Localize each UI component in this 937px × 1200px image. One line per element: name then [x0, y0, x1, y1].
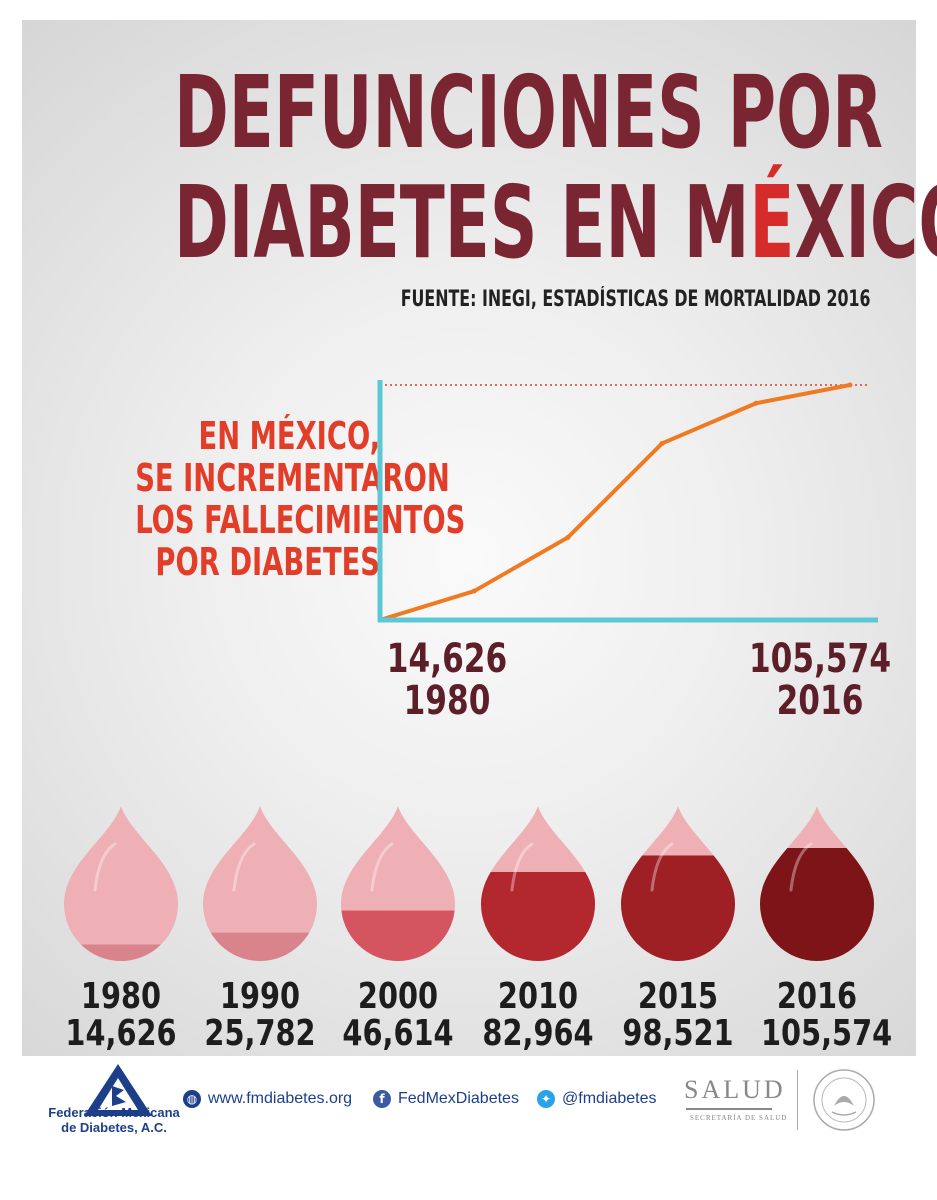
- data-point: [565, 534, 571, 540]
- footer: [0, 1056, 937, 1200]
- drop-highlight: [232, 842, 256, 892]
- title-text-prefix: DIABETES EN M: [173, 164, 750, 281]
- salud-subtitle: SECRETARÍA DE SALUD: [690, 1114, 788, 1122]
- data-point: [847, 382, 853, 388]
- drop-shape: [203, 806, 317, 961]
- drop-year-label: 2015: [637, 976, 719, 1017]
- drop-caption: 1980 14,626: [65, 978, 177, 1052]
- drop-caption: 2010 82,964: [482, 978, 594, 1052]
- twitter-link[interactable]: @fmdiabetes: [562, 1090, 657, 1107]
- end-label: 105,574 2016: [746, 638, 894, 722]
- drop-year-label: 1990: [219, 976, 301, 1017]
- mexico-seal-icon: [813, 1069, 875, 1131]
- drop-mark: [481, 806, 595, 961]
- org-name-line-1: Federación Mexicana: [48, 1105, 180, 1120]
- twitter-icon: ✦: [537, 1090, 555, 1108]
- website-link[interactable]: www.fmdiabetes.org: [208, 1090, 353, 1107]
- drop-mark: [341, 806, 455, 961]
- data-point: [659, 440, 665, 446]
- fmd-logo-icon: [84, 1064, 152, 1116]
- facebook-link[interactable]: FedMexDiabetes: [398, 1090, 519, 1107]
- drop-caption: 2000 46,614: [342, 978, 454, 1052]
- drop-shape: [64, 806, 178, 961]
- footer-divider: [797, 1070, 798, 1130]
- end-value-label: 105,574: [748, 636, 892, 682]
- org-name: Federación Mexicana de Diabetes, A.C.: [44, 1105, 184, 1135]
- drop-fill: [341, 910, 455, 961]
- globe-icon: ◍: [183, 1090, 201, 1108]
- drop-highlight: [510, 842, 534, 892]
- data-point: [753, 400, 759, 406]
- facebook-icon: f: [373, 1090, 391, 1108]
- drop-mark: [621, 806, 735, 961]
- drop-fill: [621, 855, 735, 961]
- drop-value-label: 25,782: [204, 1013, 316, 1054]
- drop-caption: 1990 25,782: [204, 978, 316, 1052]
- drop-caption: 2015 98,521: [622, 978, 734, 1052]
- drop-fill: [760, 848, 874, 961]
- series-line: [379, 383, 851, 622]
- title-text-accent: É: [749, 164, 795, 281]
- page-title-line-2: DIABETES EN MÉXICO: [174, 168, 937, 278]
- end-year-label: 2016: [776, 678, 864, 724]
- drop-value-label: 98,521: [622, 1013, 734, 1054]
- salud-divider: [686, 1108, 772, 1110]
- data-point: [471, 588, 477, 594]
- drop-mark: [203, 806, 317, 961]
- subtitle-line: POR DIABETES: [155, 540, 380, 584]
- drop-value-label: 14,626: [65, 1013, 177, 1054]
- salud-logo: SALUD: [684, 1075, 786, 1104]
- drop-caption: 2016 105,574: [761, 976, 893, 1054]
- drop-mark: [64, 806, 178, 961]
- drop-value-label: 105,574: [761, 1013, 893, 1054]
- start-year-label: 1980: [403, 678, 491, 724]
- drop-highlight: [789, 842, 813, 892]
- drop-value-label: 82,964: [482, 1013, 594, 1054]
- drop-highlight: [650, 842, 674, 892]
- drop-year-label: 1980: [80, 976, 162, 1017]
- org-name-line-2: de Diabetes, A.C.: [61, 1120, 167, 1135]
- start-value-label: 14,626: [386, 636, 508, 682]
- drop-year-label: 2016: [776, 976, 858, 1017]
- drop-year-label: 2000: [357, 976, 439, 1017]
- drop-highlight: [93, 842, 117, 892]
- drop-value-label: 46,614: [342, 1013, 454, 1054]
- source-note: FUENTE: INEGI, ESTADÍSTICAS DE MORTALIDA…: [401, 287, 871, 312]
- title-text-suffix: XICO: [794, 164, 937, 281]
- subtitle-line: EN MÉXICO,: [198, 414, 380, 458]
- drop-mark: [760, 806, 874, 961]
- start-label: 14,626 1980: [381, 638, 514, 722]
- drop-year-label: 2010: [497, 976, 579, 1017]
- drop-fill: [64, 944, 178, 961]
- drop-highlight: [370, 842, 394, 892]
- drop-fill: [481, 871, 595, 961]
- drop-fill: [203, 932, 317, 961]
